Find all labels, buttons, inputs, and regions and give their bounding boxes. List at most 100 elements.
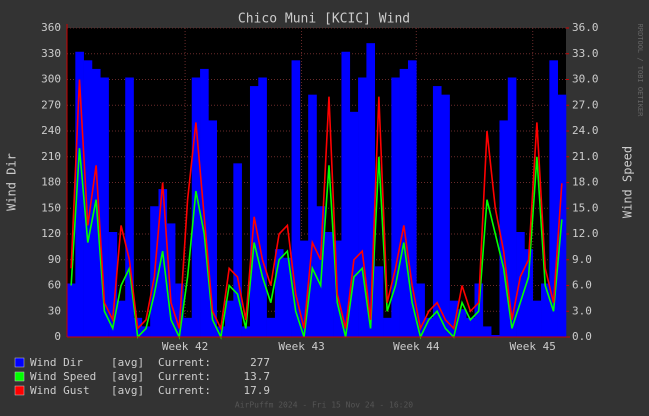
legend-swatch [14,385,25,396]
y-tick-label: 240 [41,124,61,137]
y-tick-label: 210 [41,150,61,163]
y2-tick-label: 18.0 [572,176,599,189]
wind-dir-bar [383,317,392,337]
y2-axis-label: Wind Speed [621,146,635,218]
wind-dir-bar [233,163,242,337]
legend-name: Wind Dir [30,356,83,369]
wind-dir-bar [316,206,326,337]
wind-dir-bar [557,94,567,338]
wind-dir-bar [416,283,425,337]
wind-dir-bar [482,326,492,337]
wind-dir-bar [524,249,534,337]
wind-dir-bar [491,335,500,337]
y-tick-label: 60 [48,279,61,292]
y2-tick-label: 30.0 [572,73,599,86]
wind-dir-bar [549,60,558,337]
y2-tick-label: 27.0 [572,98,599,111]
wind-dir-bar [507,77,517,337]
x-tick-label: Week 45 [510,340,556,353]
wind-dir-bar [308,94,317,338]
wind-dir-bar [75,51,84,337]
wind-dir-bar [108,232,118,337]
wind-dir-bar [324,232,334,337]
wind-dir-bar [341,51,351,337]
wind-dir-bar [266,317,276,337]
wind-dir-bar [258,77,267,337]
y2-tick-label: 15.0 [572,201,599,214]
wind-dir-bar [274,249,284,337]
line-1 [70,148,563,340]
y-tick-label: 180 [41,176,61,189]
wind-dir-bar [516,232,525,337]
wind-dir-bar [366,43,376,338]
legend-current: 17.9 [244,384,271,397]
wind-dir-bar [67,283,76,337]
wind-dir-bar [457,309,467,337]
y-tick-label: 360 [41,21,61,34]
wind-dir-bar [200,68,209,338]
wind-dir-bar [158,189,168,337]
wind-dir-bar [100,77,109,337]
legend-current-label: Current: [158,384,211,397]
legend-stat: [avg] [111,370,144,383]
y-tick-label: 120 [41,227,61,240]
y2-tick-label: 36.0 [572,21,599,34]
legend-name: Wind Gust [30,384,90,397]
y-tick-label: 330 [41,47,61,60]
wind-dir-bar [141,326,151,337]
legend-swatch [14,357,25,368]
y-axis-label: Wind Dir [5,153,19,211]
wind-dir-bar [407,60,417,337]
wind-dir-bar [391,77,400,337]
wind-dir-bar [283,257,292,337]
y2-tick-label: 24.0 [572,124,599,137]
y2-tick-label: 3.0 [572,304,592,317]
y2-tick-label: 33.0 [572,47,599,60]
y-tick-label: 30 [48,304,61,317]
wind-dir-bar [299,240,309,337]
wind-dir-bar [166,223,176,337]
legend-stat: [avg] [111,384,144,397]
wind-dir-bar [183,317,193,337]
wind-dir-bar [424,317,434,337]
line-2 [70,79,563,332]
y2-tick-label: 0.0 [572,330,592,343]
x-tick-label: Week 42 [162,340,208,353]
legend-stat: [avg] [111,356,144,369]
wind-dir-bar [249,86,259,337]
wind-dir-bar [191,77,201,337]
wind-dir-bar [83,60,93,337]
chart-title: Chico Muni [KCIC] Wind [238,12,410,27]
y2-tick-label: 21.0 [572,150,599,163]
wind-dir-bar [241,326,251,337]
wind-dir-bar [449,300,459,337]
y-tick-label: 0 [54,330,61,343]
legend-current-label: Current: [158,356,211,369]
credit: RRDTOOL / TOBI OETIKER [636,24,644,118]
y-tick-label: 150 [41,201,61,214]
wind-dir-bar [499,120,509,338]
wind-dir-bar [532,300,542,337]
legend-swatch [14,371,25,382]
wind-dir-bar [541,283,550,337]
wind-dir-bar [125,77,134,337]
y-tick-label: 300 [41,73,61,86]
legend-current-label: Current: [158,370,211,383]
wind-dir-bar [349,111,359,337]
wind-dir-bar [432,86,442,337]
wind-dir-bar [208,120,217,338]
wind-dir-bar [291,60,301,337]
legend-name: Wind Speed [30,370,96,383]
wind-dir-bar [116,300,126,337]
y2-tick-label: 9.0 [572,253,592,266]
legend-current: 13.7 [244,370,271,383]
wind-dir-bar [399,68,409,338]
legend-current: 277 [250,356,270,369]
y2-tick-label: 12.0 [572,227,599,240]
wind-dir-bar [225,300,234,337]
wind-dir-bar [175,283,184,337]
x-tick-label: Week 43 [278,340,324,353]
wind-dir-bar [441,94,450,338]
